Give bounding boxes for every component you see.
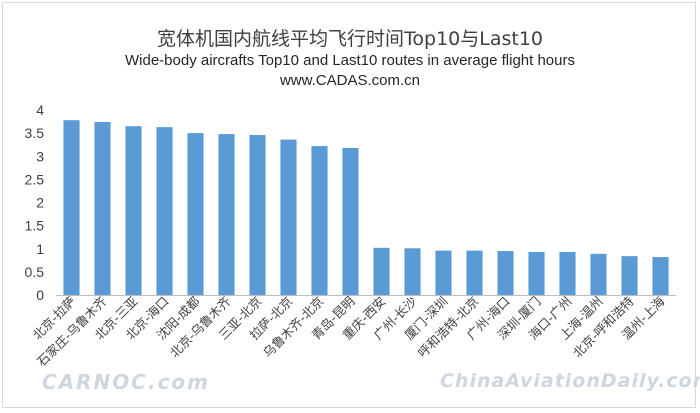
bar [94,122,111,296]
chart-subtitle: Wide-body aircrafts Top10 and Last10 rou… [125,52,575,69]
bar [249,134,266,295]
watermark-carnoc: CARNOC.com [42,370,211,394]
y-axis: 0 0.5 1 1.5 2 2.5 3 3.5 4 [25,102,45,303]
bar [125,126,142,295]
chart-source-url: www.CADAS.com.cn [279,72,421,89]
bar [63,120,80,296]
y-tick-label: 4 [36,102,44,118]
y-tick-label: 3.5 [25,125,45,141]
bar [497,251,514,295]
bar [280,139,297,295]
bar-series [63,120,669,296]
x-tick-labels: 北京-拉萨石家庄-乌鲁木齐北京-三亚北京-海口沈阳-成都北京-乌鲁木齐三亚-北京… [29,293,668,369]
y-tick-label: 2 [36,195,44,211]
bar [466,250,483,295]
bar [435,250,452,295]
y-tick-label: 0.5 [25,264,45,280]
y-tick-label: 0 [36,287,44,303]
bar [652,257,669,295]
watermark-china-aviation-daily: ChinaAviationDaily.com [440,370,700,392]
bar [404,248,421,295]
y-tick-label: 2.5 [25,171,45,187]
y-tick-label: 1 [36,241,44,257]
bar [311,146,328,295]
bar [218,134,235,295]
y-tick-label: 3 [36,148,44,164]
bar [590,253,607,295]
y-tick-label: 1.5 [25,218,45,234]
bar [559,251,576,295]
bar [528,251,545,295]
chart-title: 宽体机国内航线平均飞行时间Top10与Last10 [157,28,543,50]
bar [187,133,204,296]
bar [156,127,173,295]
bar [342,147,359,295]
bar [373,247,390,295]
bar [621,256,638,295]
